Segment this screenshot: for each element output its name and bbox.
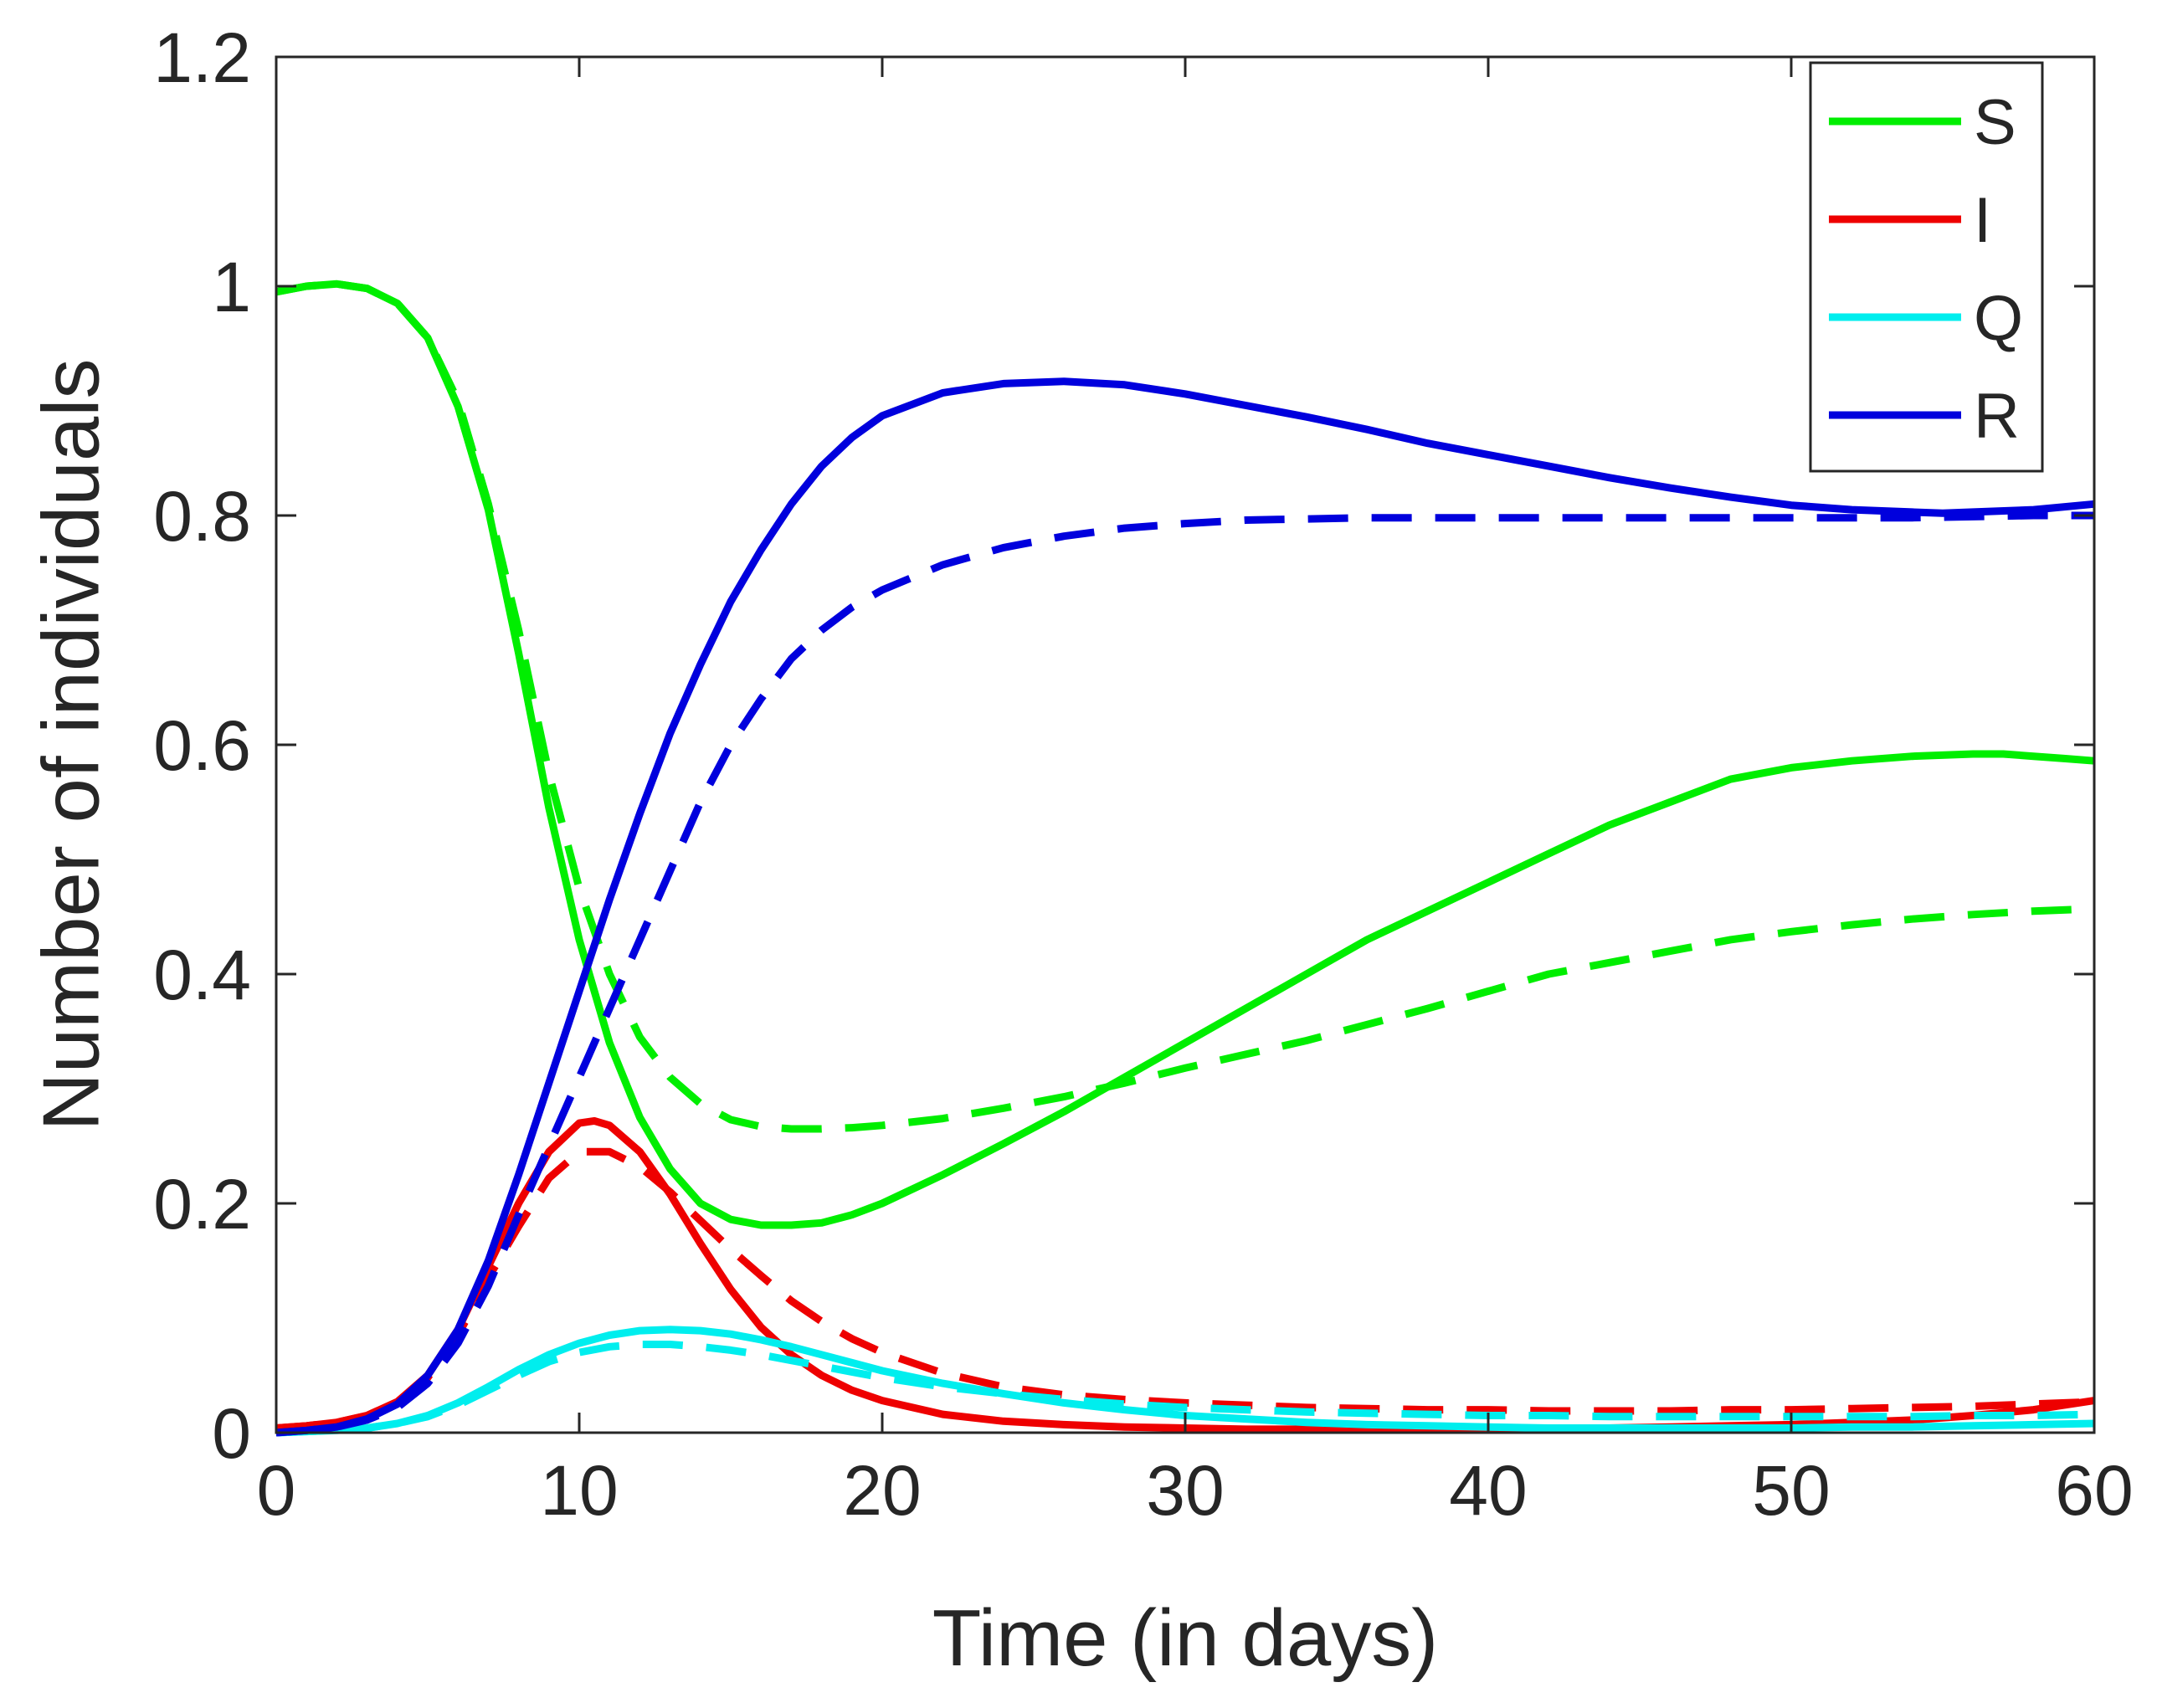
y-tick-label: 0.2 (153, 1165, 251, 1244)
y-tick-label: 0.4 (153, 936, 251, 1014)
y-tick-label: 0.6 (153, 706, 251, 785)
series-layer (275, 280, 2095, 1437)
series-i-solid-line (275, 1116, 2095, 1434)
x-tick-label: 30 (1146, 1451, 1224, 1530)
x-tick-labels: 0 10 20 30 40 50 60 (257, 1451, 2134, 1530)
y-tick-label: 0 (212, 1394, 251, 1473)
legend-label-r: R (1974, 381, 2020, 452)
x-tick-label: 40 (1449, 1451, 1527, 1530)
y-tick-label: 0.8 (153, 477, 251, 556)
series-s-dashed-line (275, 280, 2095, 1133)
x-axis-label: Time (in days) (932, 1593, 1439, 1683)
x-tick-label: 50 (1752, 1451, 1830, 1530)
y-tick-labels: 0 0.2 0.4 0.6 0.8 1 1.2 (153, 18, 251, 1473)
ticks-layer (275, 55, 2096, 1434)
legend-label-s: S (1974, 87, 2016, 158)
x-tick-label: 10 (540, 1451, 618, 1530)
legend-label-q: Q (1974, 283, 2023, 354)
x-tick-label: 0 (257, 1451, 296, 1530)
y-tick-label: 1 (212, 248, 251, 326)
plot-area (275, 55, 2096, 1437)
y-axis-label: Number of individuals (26, 358, 116, 1131)
series-q-dashed-line (275, 1341, 2095, 1437)
x-tick-label: 60 (2055, 1451, 2133, 1530)
series-i-dashed-line (275, 1147, 2095, 1432)
x-tick-label: 20 (843, 1451, 921, 1530)
legend-box (1809, 61, 2044, 473)
series-r-solid-line (275, 377, 2095, 1437)
legend-label-i: I (1974, 185, 1991, 256)
series-r-dashed-line (275, 511, 2094, 1437)
y-tick-label: 1.2 (153, 18, 251, 97)
